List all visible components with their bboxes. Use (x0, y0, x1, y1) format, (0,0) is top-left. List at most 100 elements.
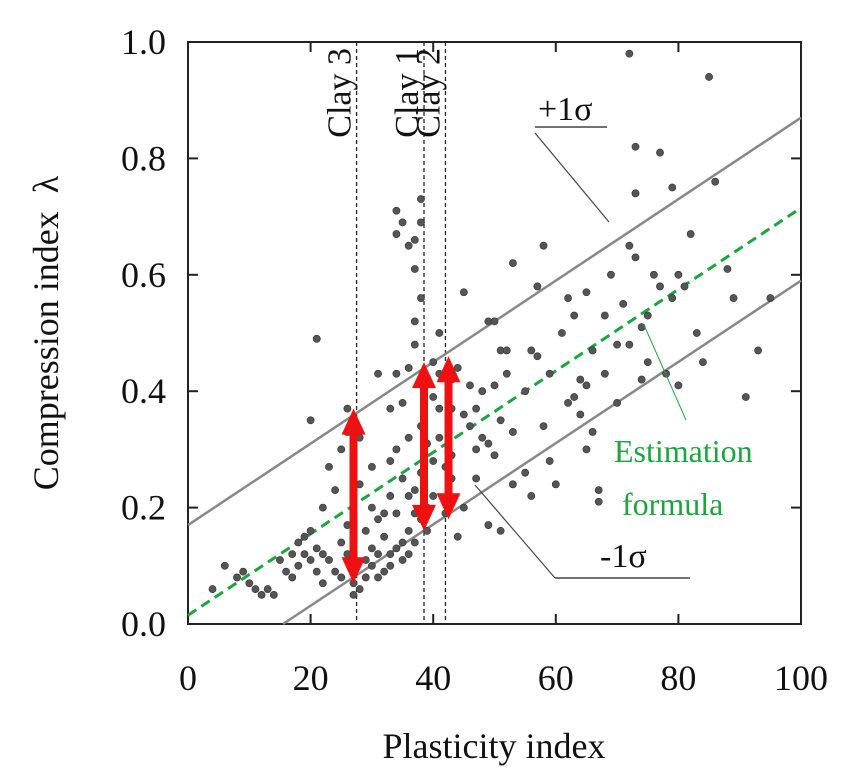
data-point (508, 259, 517, 268)
data-point (508, 428, 517, 436)
minus-sigma-pointer (474, 484, 556, 579)
data-point (631, 189, 640, 198)
data-point (539, 422, 548, 431)
data-point (472, 474, 481, 483)
data-point (484, 521, 493, 529)
estimation-label: Estimation (614, 433, 753, 469)
data-point (453, 364, 462, 372)
data-point (588, 346, 597, 355)
data-point (257, 591, 266, 599)
data-point (582, 288, 591, 297)
data-point (404, 364, 413, 372)
data-point (355, 585, 364, 593)
data-point (361, 573, 370, 582)
data-point (668, 183, 677, 192)
data-point (263, 585, 272, 593)
data-point (582, 381, 591, 390)
data-point (539, 241, 548, 250)
data-point (625, 340, 634, 349)
data-point (527, 492, 536, 500)
data-point (331, 567, 340, 576)
data-point (404, 526, 413, 535)
data-point (576, 410, 585, 419)
data-point (245, 579, 254, 588)
arrow-head-up (412, 362, 437, 389)
x-tick-label: 80 (660, 658, 696, 698)
data-point (398, 538, 407, 547)
data-point (404, 241, 413, 250)
x-tick-label: 100 (774, 658, 828, 698)
data-point (417, 195, 425, 204)
data-point (410, 486, 419, 495)
plus-sigma-label: +1σ (538, 91, 593, 128)
data-point (466, 422, 474, 431)
arrow-head-up (436, 356, 461, 383)
data-point (404, 492, 413, 500)
clay-label: Clay 1 (389, 48, 426, 138)
data-point (631, 142, 640, 151)
data-point (521, 468, 530, 477)
data-point (656, 282, 664, 291)
data-point (331, 486, 340, 495)
data-point (367, 544, 376, 553)
data-point (649, 270, 658, 279)
data-point (349, 591, 358, 599)
data-point (459, 410, 468, 419)
data-point (392, 230, 401, 238)
data-point (594, 486, 603, 495)
data-point (318, 579, 327, 588)
data-point (374, 550, 382, 559)
data-point (417, 218, 425, 227)
data-point (576, 375, 585, 384)
data-point (429, 492, 438, 500)
data-point (533, 352, 542, 361)
x-axis-title: Plasticity index (383, 726, 606, 766)
data-point (337, 573, 346, 582)
data-point (496, 416, 505, 425)
data-point (276, 556, 284, 564)
data-point (588, 428, 597, 436)
data-point (410, 340, 419, 349)
tick-marks: 0 20 40 60 80 100 0.0 0.2 0.4 0.6 0.8 1.0 (121, 22, 828, 698)
data-point (380, 509, 389, 518)
x-tick-label: 60 (538, 658, 574, 698)
data-point (392, 445, 401, 454)
data-point (564, 294, 572, 302)
range-arrow (412, 362, 437, 531)
data-point (545, 369, 554, 378)
data-point (306, 526, 315, 535)
data-point (288, 573, 297, 582)
estimation-pointer (643, 324, 687, 421)
data-point (466, 381, 474, 390)
data-point (386, 457, 395, 465)
data-point (631, 253, 640, 262)
data-point (380, 532, 389, 541)
data-point (380, 567, 389, 576)
data-point (300, 550, 309, 559)
estimation-line (187, 206, 802, 617)
arrow-head-down (412, 504, 437, 531)
data-point (668, 294, 677, 302)
data-point (367, 561, 376, 570)
arrow-head-down (436, 493, 461, 520)
data-point (410, 265, 419, 273)
data-point (312, 567, 321, 576)
data-point (558, 329, 566, 337)
data-point (490, 317, 499, 326)
data-point (208, 585, 217, 593)
data-point (429, 358, 438, 366)
data-point (478, 433, 487, 442)
data-point (367, 462, 376, 471)
data-point (435, 329, 444, 337)
data-point (711, 177, 720, 186)
data-point (643, 358, 652, 366)
data-point (435, 433, 444, 442)
data-point (233, 573, 241, 582)
plus-sigma-pointer (534, 132, 610, 223)
data-point (306, 556, 315, 564)
data-point (613, 398, 621, 407)
data-point (766, 294, 775, 302)
data-point (318, 503, 327, 512)
data-point (723, 265, 732, 273)
